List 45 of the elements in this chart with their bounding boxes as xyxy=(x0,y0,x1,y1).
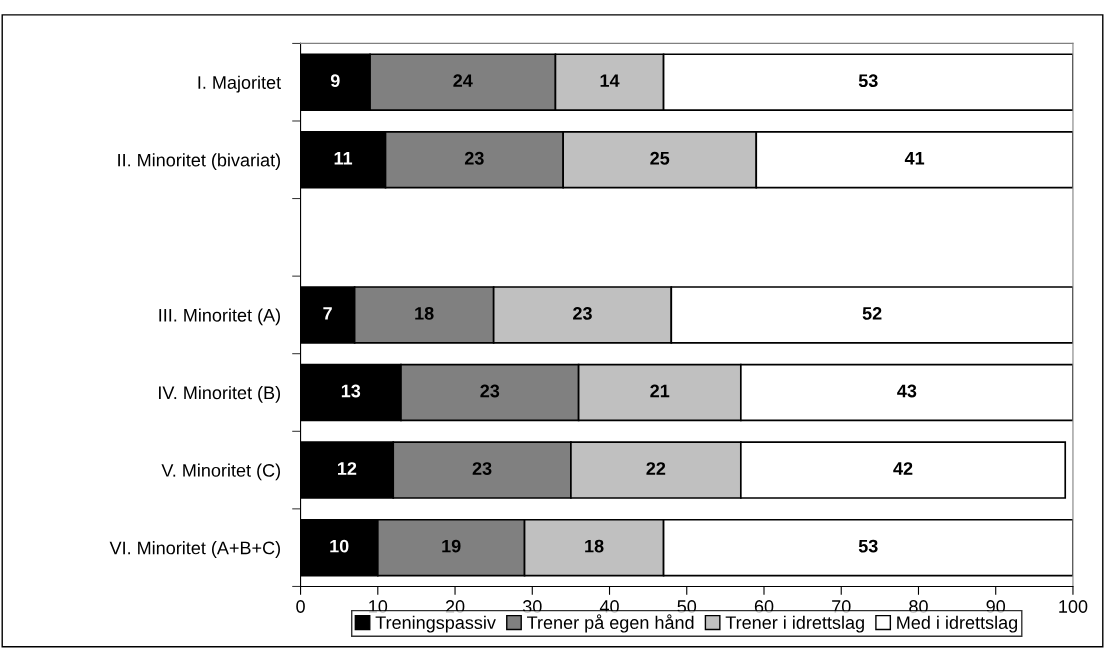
data-label: 21 xyxy=(650,384,670,398)
data-label: 52 xyxy=(862,306,882,320)
data-label: 43 xyxy=(897,384,917,398)
data-label: 7 xyxy=(323,307,332,320)
x-tick-label: 100 xyxy=(1059,600,1088,613)
y-tick-label: VI. Minoritet (A+B+C) xyxy=(109,541,280,558)
data-label: 42 xyxy=(893,462,913,475)
data-label: 53 xyxy=(858,74,878,88)
data-label: 23 xyxy=(480,384,500,398)
legend-label: Treningspassiv xyxy=(375,615,496,633)
x-tick-label: 40 xyxy=(599,600,619,613)
legend-label: Trener i idrettslag xyxy=(725,615,864,633)
data-label: 11 xyxy=(334,152,353,165)
data-label: 53 xyxy=(858,539,878,553)
legend-label: Trener på egen hånd xyxy=(527,614,694,633)
data-label: 22 xyxy=(646,462,666,475)
data-label: 18 xyxy=(415,306,434,320)
data-label: 23 xyxy=(464,151,484,165)
data-label: 23 xyxy=(573,306,592,320)
data-label: 24 xyxy=(453,74,473,87)
x-tick-label: 50 xyxy=(677,600,697,613)
data-label: 12 xyxy=(338,462,357,475)
y-tick-label: III. Minoritet (A) xyxy=(159,308,280,326)
data-label: 19 xyxy=(442,539,461,553)
data-label: 23 xyxy=(472,462,492,475)
y-tick-label: V. Minoritet (C) xyxy=(161,463,280,481)
data-label: 18 xyxy=(585,539,604,553)
x-tick-label: 70 xyxy=(832,600,851,613)
x-tick-label: 90 xyxy=(986,600,1006,613)
data-label: 13 xyxy=(341,384,361,398)
x-tick-label: 0 xyxy=(296,600,305,613)
y-tick-label: IV. Minoritet (B) xyxy=(159,385,280,403)
data-label: 9 xyxy=(330,74,340,88)
data-label: 14 xyxy=(600,74,620,87)
y-tick-label: I. Majoritet xyxy=(198,75,281,93)
x-tick-label: 80 xyxy=(909,600,928,613)
y-tick-label: II. Minoritet (bivariat) xyxy=(118,153,281,171)
x-tick-label: 10 xyxy=(369,600,388,613)
x-tick-label: 60 xyxy=(754,600,774,613)
x-tick-label: 30 xyxy=(522,600,542,613)
data-label: 41 xyxy=(904,152,925,165)
x-tick-label: 20 xyxy=(445,600,465,613)
legend-label: Med i idrettslag xyxy=(897,615,1018,633)
data-label: 25 xyxy=(650,151,670,165)
data-label: 10 xyxy=(330,539,349,553)
